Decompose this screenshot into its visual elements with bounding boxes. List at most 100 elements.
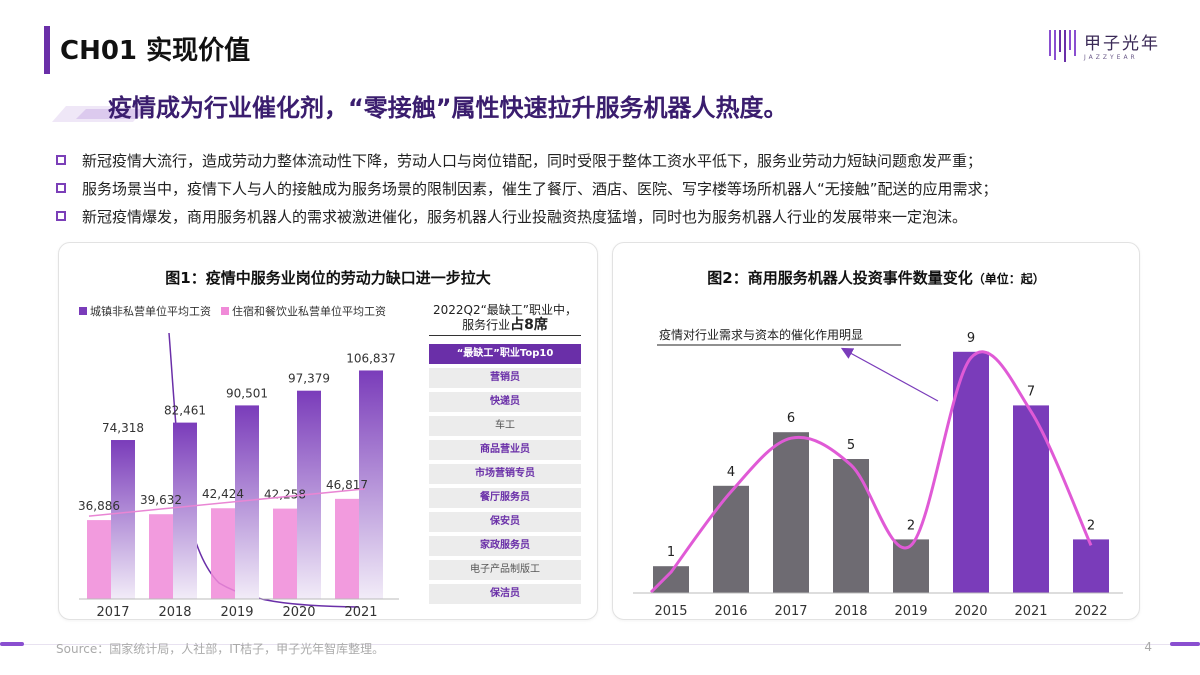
x-tick-label: 2022 bbox=[1074, 604, 1107, 619]
legend-swatch bbox=[221, 307, 229, 315]
x-tick-label: 2020 bbox=[954, 604, 987, 619]
bullet-square-icon bbox=[56, 211, 66, 221]
data-label: 4 bbox=[727, 465, 735, 480]
data-label: 106,837 bbox=[346, 351, 396, 365]
data-label: 2 bbox=[1087, 518, 1095, 533]
data-label: 1 bbox=[667, 545, 675, 560]
wage-bar-urban bbox=[173, 422, 197, 599]
bullet-text: 新冠疫情大流行，造成劳动力整体流动性下降，劳动人口与岗位错配，同时受限于整体工资… bbox=[82, 151, 983, 170]
bullet-item: 服务场景当中，疫情下人与人的接触成为服务场景的限制因素，催生了餐厅、酒店、医院、… bbox=[56, 174, 998, 202]
investment-bar bbox=[953, 351, 989, 593]
data-label: 46,817 bbox=[326, 478, 368, 492]
decay-curve bbox=[168, 332, 360, 608]
logo-text: 甲子光年 bbox=[1084, 34, 1160, 54]
wage-bar-catering bbox=[335, 498, 359, 599]
bullet-item: 新冠疫情爆发，商用服务机器人的需求被激进催化，服务机器人行业投融资热度猛增，同时… bbox=[56, 202, 998, 230]
trend-curve bbox=[649, 350, 1093, 594]
x-tick-label: 2020 bbox=[282, 605, 315, 620]
shortage-item: 保洁员 bbox=[429, 584, 581, 604]
data-label: 74,318 bbox=[102, 421, 144, 435]
wage-chart-panel: 图1：疫情中服务业岗位的劳动力缺口进一步拉大 城镇非私营单位平均工资 住宿和餐饮… bbox=[58, 242, 598, 620]
x-tick-label: 2015 bbox=[654, 604, 687, 619]
wage-bar-urban bbox=[111, 440, 135, 599]
shortage-item: 快递员 bbox=[429, 392, 581, 412]
legend-label: 住宿和餐饮业私营单位平均工资 bbox=[232, 305, 386, 318]
wage-bar-urban bbox=[235, 405, 259, 599]
data-label: 36,886 bbox=[78, 499, 120, 513]
page-number: 4 bbox=[1144, 640, 1152, 654]
bullet-square-icon bbox=[56, 155, 66, 165]
wage-bar-chart: 74,318 36,886 2017 82,461 39,632 2018 90,501 42… bbox=[78, 332, 399, 620]
title-accent-bar bbox=[44, 26, 50, 74]
x-tick-label: 2019 bbox=[894, 604, 927, 619]
investment-chart-panel: 图2：商用服务机器人投资事件数量变化（单位：起） 1 2015 4 2016 6 2017… bbox=[612, 242, 1140, 620]
shortage-item: 保安员 bbox=[429, 512, 581, 532]
bullet-square-icon bbox=[56, 183, 66, 193]
x-tick-label: 2019 bbox=[220, 605, 253, 620]
shortage-heading-line2: 服务行业 bbox=[462, 318, 511, 332]
shortage-list-title: “最缺工”职业Top10 bbox=[429, 344, 581, 364]
shortage-items: 营销员 快递员 车工 商品营业员 市场营销专员 餐厅服务员 保安员 家政服务员 电子产品制版工保… bbox=[429, 368, 581, 604]
data-label: 42,424 bbox=[202, 487, 244, 501]
data-label: 5 bbox=[847, 438, 855, 453]
shortage-item: 市场营销专员 bbox=[429, 464, 581, 484]
data-label: 90,501 bbox=[226, 386, 268, 400]
wage-bar-catering bbox=[211, 508, 235, 599]
x-tick-label: 2017 bbox=[96, 605, 129, 620]
data-label: 82,461 bbox=[164, 404, 206, 418]
x-tick-label: 2021 bbox=[344, 605, 377, 620]
headline-decoration bbox=[52, 106, 147, 122]
investment-bar bbox=[833, 459, 869, 593]
x-tick-label: 2017 bbox=[774, 604, 807, 619]
source-note: Source：国家统计局，人社部，IT桔子，甲子光年智库整理。 bbox=[56, 642, 385, 656]
x-tick-label: 2021 bbox=[1014, 604, 1047, 619]
wage-bar-catering bbox=[273, 508, 297, 599]
shortage-item: 电子产品制版工 bbox=[429, 560, 581, 580]
chart2-unit: （单位：起） bbox=[972, 272, 1045, 286]
brand-logo: 甲子光年 JAZZYEAR bbox=[1048, 28, 1160, 62]
investment-bar-chart: 1 2015 4 2016 6 2017 5 2018 2 2019 9 2020 7 2021 2 2022… bbox=[633, 327, 1123, 619]
shortage-item: 商品营业员 bbox=[429, 440, 581, 460]
chart1-legend: 城镇非私营单位平均工资 住宿和餐饮业私营单位平均工资 bbox=[79, 303, 386, 319]
footer-accent-right bbox=[1170, 642, 1200, 646]
bullet-list: 新冠疫情大流行，造成劳动力整体流动性下降，劳动人口与岗位错配，同时受限于整体工资… bbox=[56, 146, 998, 230]
bullet-item: 新冠疫情大流行，造成劳动力整体流动性下降，劳动人口与岗位错配，同时受限于整体工资… bbox=[56, 146, 998, 174]
bullet-text: 服务场景当中，疫情下人与人的接触成为服务场景的限制因素，催生了餐厅、酒店、医院、… bbox=[82, 179, 998, 198]
chart2-title: 图2：商用服务机器人投资事件数量变化 bbox=[707, 269, 973, 287]
bullet-text: 新冠疫情爆发，商用服务机器人的需求被激进催化，服务机器人行业投融资热度猛增，同时… bbox=[82, 207, 968, 226]
footer-divider bbox=[0, 644, 1200, 645]
page-title: CH01 实现价值 bbox=[60, 36, 251, 66]
legend-item: 城镇非私营单位平均工资 bbox=[79, 303, 211, 319]
investment-bar bbox=[713, 485, 749, 593]
wage-bar-catering bbox=[149, 514, 173, 599]
legend-item: 住宿和餐饮业私营单位平均工资 bbox=[221, 303, 386, 319]
annotation-arrow bbox=[840, 347, 939, 402]
shortage-item: 营销员 bbox=[429, 368, 581, 388]
shortage-item: 家政服务员 bbox=[429, 536, 581, 556]
shortage-heading: 2022Q2“最缺工”职业中， 服务行业占8席 bbox=[429, 303, 581, 333]
wage-bar-catering bbox=[87, 520, 111, 599]
shortage-heading-emphasis: 占8席 bbox=[510, 317, 548, 333]
data-label: 9 bbox=[967, 331, 975, 346]
legend-label: 城镇非私营单位平均工资 bbox=[90, 305, 211, 318]
investment-bar bbox=[893, 539, 929, 593]
chart2-title-wrap: 图2：商用服务机器人投资事件数量变化（单位：起） bbox=[613, 267, 1139, 288]
x-tick-label: 2016 bbox=[714, 604, 747, 619]
logo-subtext: JAZZYEAR bbox=[1084, 54, 1138, 61]
data-label: 97,379 bbox=[288, 372, 330, 386]
legend-swatch bbox=[79, 307, 87, 315]
investment-bar bbox=[773, 432, 809, 593]
x-tick-label: 2018 bbox=[158, 605, 191, 620]
data-label: 7 bbox=[1027, 384, 1035, 399]
shortage-item: 车工 bbox=[429, 416, 581, 436]
logo-mark-icon bbox=[1049, 30, 1076, 62]
chart1-title: 图1：疫情中服务业岗位的劳动力缺口进一步拉大 bbox=[165, 269, 491, 287]
shortage-list: 2022Q2“最缺工”职业中， 服务行业占8席 “最缺工”职业Top10 营销员… bbox=[429, 303, 581, 608]
divider bbox=[429, 335, 581, 336]
data-label: 2 bbox=[907, 518, 915, 533]
trend-line bbox=[88, 488, 366, 517]
headline: 疫情成为行业催化剂，“零接触”属性快速拉升服务机器人热度。 bbox=[108, 94, 788, 122]
investment-bar bbox=[1073, 539, 1109, 593]
annotation-text: 疫情对行业需求与资本的催化作用明显 bbox=[659, 327, 863, 342]
footer-accent-left bbox=[0, 642, 24, 646]
